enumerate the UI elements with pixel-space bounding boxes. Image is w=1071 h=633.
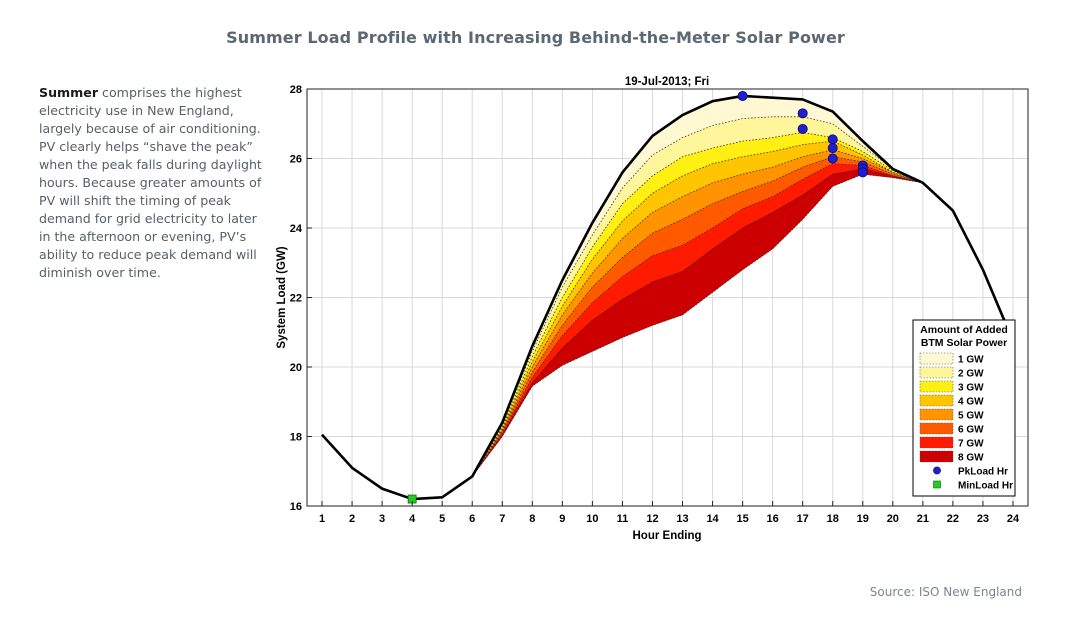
contour-3-gw bbox=[321, 140, 1014, 500]
description-bold: Summer bbox=[39, 85, 99, 100]
x-tick-label: 15 bbox=[736, 513, 748, 525]
peak-load-marker bbox=[797, 123, 808, 134]
legend-label: 3 GW bbox=[958, 383, 984, 394]
x-tick-label: 7 bbox=[499, 513, 505, 525]
chart-title: 19-Jul-2013; Fri bbox=[625, 76, 709, 88]
y-tick-label: 18 bbox=[290, 432, 302, 444]
source-note: Source: ISO New England bbox=[869, 585, 1022, 599]
contour-8-gw bbox=[321, 173, 1014, 500]
peak-load-marker bbox=[857, 167, 868, 178]
x-tick-label: 24 bbox=[1007, 513, 1020, 525]
peak-load-marker bbox=[827, 143, 838, 154]
legend-swatch bbox=[919, 352, 954, 365]
x-tick-label: 4 bbox=[409, 513, 416, 525]
x-tick-label: 8 bbox=[529, 513, 535, 525]
x-tick-label: 5 bbox=[439, 513, 445, 525]
x-tick-label: 17 bbox=[797, 513, 809, 525]
legend-items: 1 GW 2 GW 3 GW 4 GW 5 GW 6 GW 7 GW 8 GW PkLoad H… bbox=[919, 352, 1013, 492]
legend-title-line2: BTM Solar Power bbox=[921, 337, 1007, 349]
base-load-line bbox=[321, 94, 1015, 501]
page-title: Summer Load Profile with Increasing Behi… bbox=[226, 28, 845, 47]
x-tick-label: 6 bbox=[469, 513, 475, 525]
x-tick-label: 22 bbox=[947, 513, 959, 525]
x-tick-label: 10 bbox=[586, 513, 598, 525]
legend-swatch bbox=[919, 422, 954, 435]
x-tick-label: 23 bbox=[977, 513, 989, 525]
x-tick-label: 18 bbox=[827, 513, 839, 525]
legend-label: PkLoad Hr bbox=[958, 467, 1008, 478]
legend-swatch bbox=[919, 408, 954, 421]
x-tick-label: 19 bbox=[857, 513, 869, 525]
y-tick-label: 20 bbox=[290, 362, 302, 374]
legend-swatch bbox=[919, 366, 954, 379]
x-axis-label: Hour Ending bbox=[633, 530, 702, 542]
legend-swatch bbox=[919, 380, 954, 393]
x-tick-label: 9 bbox=[559, 513, 565, 525]
legend-label: 7 GW bbox=[958, 439, 984, 450]
contour-4-gw bbox=[321, 149, 1014, 500]
legend-swatch bbox=[919, 394, 954, 407]
markers bbox=[407, 90, 868, 504]
x-tick-label: 3 bbox=[379, 513, 385, 525]
contour-5-gw bbox=[321, 156, 1014, 500]
legend-min-marker bbox=[933, 480, 941, 489]
x-tick-label: 21 bbox=[917, 513, 929, 525]
y-tick-label: 26 bbox=[290, 154, 302, 166]
legend-box bbox=[912, 319, 1016, 497]
y-axis-label: System Load (GW) bbox=[276, 246, 288, 348]
legend-swatch bbox=[919, 436, 954, 449]
legend-label: MinLoad Hr bbox=[958, 481, 1013, 492]
x-tick-label: 1 bbox=[319, 513, 325, 525]
legend-label: 4 GW bbox=[958, 397, 984, 408]
x-tick-label: 11 bbox=[617, 513, 629, 525]
contour-2-gw bbox=[321, 132, 1014, 500]
y-tick-label: 28 bbox=[290, 84, 302, 96]
peak-load-marker bbox=[737, 90, 748, 101]
description-text: Summer comprises the highest electricity… bbox=[39, 84, 264, 282]
x-tick-label: 20 bbox=[887, 513, 899, 525]
legend-swatch bbox=[919, 450, 954, 463]
peak-load-marker bbox=[827, 134, 838, 145]
legend-label: 5 GW bbox=[958, 411, 984, 422]
x-tick-label: 12 bbox=[646, 513, 658, 525]
y-tick-label: 16 bbox=[290, 501, 302, 513]
contour-7-gw bbox=[321, 168, 1014, 500]
x-tick-label: 2 bbox=[349, 513, 355, 525]
peak-load-marker bbox=[797, 108, 808, 119]
x-tick-label: 13 bbox=[676, 513, 688, 525]
description-body: comprises the highest electricity use in… bbox=[39, 85, 262, 280]
legend-label: 8 GW bbox=[958, 453, 984, 464]
peak-load-marker bbox=[827, 153, 838, 164]
x-axis: 1 2 3 4 5 6 7 8 9 10 11 12 13 14 15 16 17 18 19 20 21 22 23 24 bbox=[319, 501, 1020, 525]
legend-label: 6 GW bbox=[958, 425, 984, 436]
legend-peak-marker bbox=[933, 466, 941, 475]
legend-label: 1 GW bbox=[958, 355, 984, 366]
legend: Amount of Added BTM Solar Power 1 GW 2 GW… bbox=[912, 319, 1016, 497]
legend-label: 2 GW bbox=[958, 369, 984, 380]
y-axis: 16 18 20 22 24 26 28 bbox=[290, 84, 312, 513]
x-tick-label: 14 bbox=[706, 513, 719, 525]
legend-title-line1: Amount of Added bbox=[920, 324, 1008, 336]
y-tick-label: 22 bbox=[290, 293, 302, 305]
x-tick-label: 16 bbox=[767, 513, 779, 525]
y-tick-label: 24 bbox=[290, 223, 303, 235]
